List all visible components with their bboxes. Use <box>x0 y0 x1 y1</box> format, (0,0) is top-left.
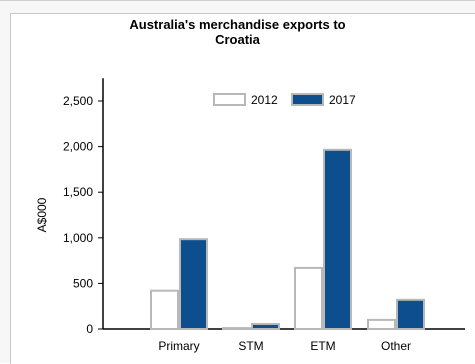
y-tick-label: 2,500 <box>63 94 93 108</box>
y-tick-label: 2,000 <box>63 140 93 154</box>
bar-2012-other <box>367 318 396 331</box>
y-tick-label: 500 <box>73 276 93 290</box>
bar-2017-other <box>396 298 425 331</box>
x-tick-label: Other <box>381 339 411 353</box>
legend-swatch-2012 <box>213 93 246 106</box>
legend-label-2012: 2012 <box>251 93 278 107</box>
y-tick-label: 1,500 <box>63 185 93 199</box>
x-tick-label: Primary <box>158 339 199 353</box>
x-tick-label: ETM <box>310 339 335 353</box>
bar-2017-etm <box>323 148 352 330</box>
y-axis-title: A$000 <box>35 197 49 232</box>
bar-2012-stm <box>222 327 251 331</box>
y-tick-label: 1,000 <box>63 231 93 245</box>
chart-title-line-1: Australia's merchandise exports to <box>129 17 346 32</box>
bar-2017-stm <box>251 322 280 331</box>
chart-title-line-2: Croatia <box>215 32 260 47</box>
legend-swatch-2017 <box>291 93 324 106</box>
x-tick-label: STM <box>238 339 263 353</box>
bar-2012-primary <box>150 289 179 331</box>
legend-label-2017: 2017 <box>329 93 356 107</box>
chart-title: Australia's merchandise exports to Croat… <box>0 17 475 47</box>
bar-2017-primary <box>179 238 208 330</box>
y-tick-label: 0 <box>86 322 93 336</box>
bar-2012-etm <box>294 266 323 330</box>
